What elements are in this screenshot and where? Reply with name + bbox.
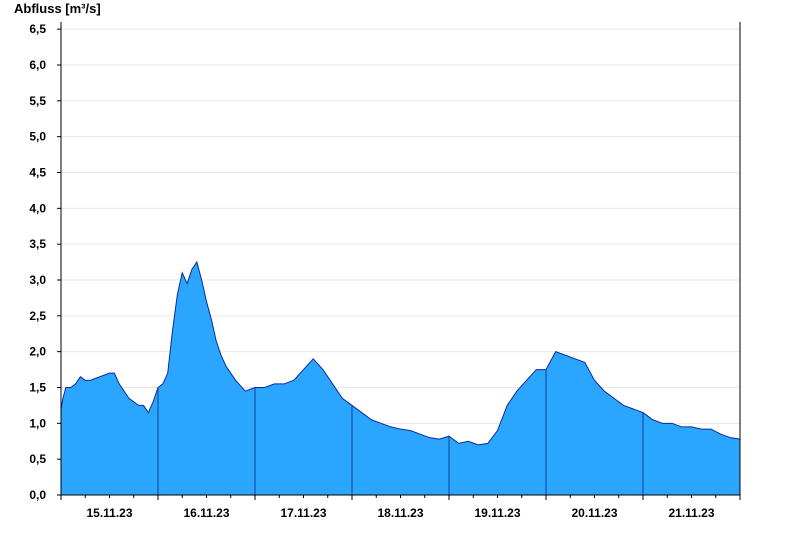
day-separators bbox=[157, 369, 644, 495]
x-tick-label: 18.11.23 bbox=[377, 506, 423, 520]
y-tick-label: 0,0 bbox=[29, 488, 46, 502]
x-tick-label: 17.11.23 bbox=[280, 506, 326, 520]
y-tick-label: 3,5 bbox=[29, 237, 46, 251]
discharge-area bbox=[61, 262, 740, 495]
y-tick-label: 1,0 bbox=[29, 416, 46, 430]
x-tick-label: 16.11.23 bbox=[183, 506, 229, 520]
y-tick-label: 1,5 bbox=[29, 381, 46, 395]
y-tick-label: 4,5 bbox=[29, 166, 46, 180]
x-tick-label: 15.11.23 bbox=[86, 506, 132, 520]
discharge-line bbox=[60, 260, 741, 446]
x-tick-label: 20.11.23 bbox=[571, 506, 617, 520]
y-tick-label: 2,0 bbox=[29, 345, 46, 359]
y-tick-label: 5,0 bbox=[29, 130, 46, 144]
y-axis-title: Abfluss [m³/s] bbox=[14, 1, 101, 16]
y-axis-ticks: 0,0 0,5 1,0 1,5 2,0 2,5 3,0 3,5 4,0 4,5 5,0 5,5 6,0 6… bbox=[29, 22, 61, 502]
y-tick-label: 5,5 bbox=[29, 94, 46, 108]
y-tick-label: 6,5 bbox=[29, 22, 46, 36]
y-tick-label: 0,5 bbox=[29, 452, 46, 466]
x-tick-label: 19.11.23 bbox=[474, 506, 520, 520]
series-area bbox=[60, 260, 741, 495]
y-tick-label: 3,0 bbox=[29, 273, 46, 287]
x-tick-label: 21.11.23 bbox=[668, 506, 714, 520]
y-tick-label: 4,0 bbox=[29, 201, 46, 215]
y-tick-label: 2,5 bbox=[29, 309, 46, 323]
y-tick-label: 6,0 bbox=[29, 58, 46, 72]
x-axis-ticks: 15.11.23 16.11.23 17.11.23 18.11.23 19.11.23… bbox=[60, 495, 741, 520]
